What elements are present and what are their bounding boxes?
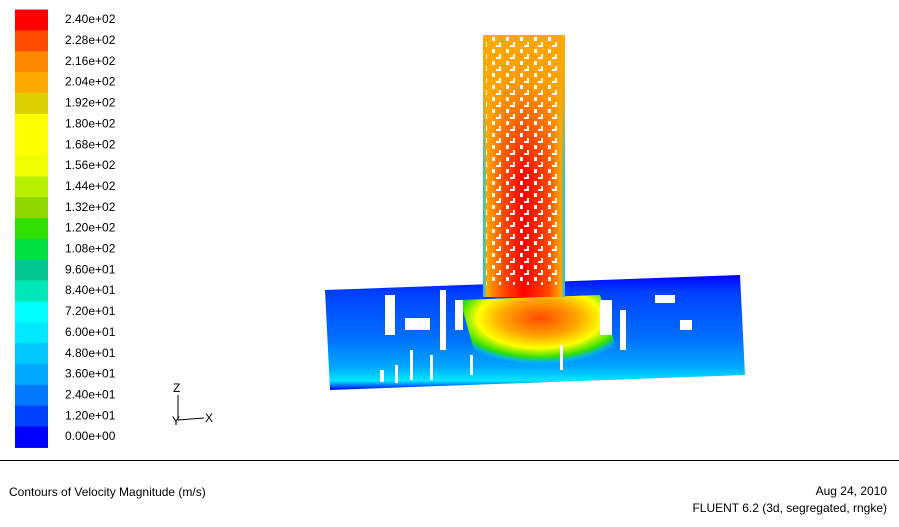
caption-bar: Contours of Velocity Magnitude (m/s) Aug…	[0, 460, 899, 527]
legend-label: 6.00e+01	[65, 325, 116, 339]
legend-swatch	[15, 9, 48, 31]
legend-label: 7.20e+01	[65, 304, 116, 318]
axis-label-x: X	[205, 411, 213, 425]
legend-label: 0.00e+00	[65, 429, 116, 443]
legend-label: 2.04e+02	[65, 75, 116, 89]
legend-swatch	[15, 72, 48, 94]
legend-label: 1.08e+02	[65, 242, 116, 256]
legend-swatch	[15, 92, 48, 115]
legend-label: 1.80e+02	[65, 116, 116, 130]
legend-label: 3.60e+01	[65, 367, 116, 381]
legend-swatch	[15, 238, 48, 261]
axis-label-z: Z	[173, 381, 180, 395]
legend-swatch	[15, 30, 48, 52]
legend-swatch	[15, 176, 48, 198]
legend-swatch	[15, 155, 48, 177]
legend-swatch	[15, 364, 48, 386]
legend-swatch	[15, 51, 48, 73]
legend-label: 2.40e+01	[65, 387, 116, 401]
plot-title: Contours of Velocity Magnitude (m/s)	[9, 485, 206, 499]
legend-swatch	[15, 343, 48, 365]
legend-swatch	[15, 280, 48, 302]
legend-label: 4.80e+01	[65, 346, 116, 360]
legend-label: 2.16e+02	[65, 54, 116, 68]
legend-label: 1.20e+02	[65, 221, 116, 235]
legend-swatch	[15, 218, 48, 240]
legend-swatch	[15, 322, 48, 344]
date: Aug 24, 2010	[815, 484, 887, 498]
legend-swatch	[15, 259, 48, 282]
legend-swatch	[15, 301, 48, 323]
legend-label: 8.40e+01	[65, 283, 116, 297]
legend-label: 9.60e+01	[65, 262, 116, 276]
legend-label: 2.40e+02	[65, 12, 116, 26]
legend-swatch	[15, 384, 48, 407]
legend-label: 1.20e+01	[65, 408, 116, 422]
legend-swatch	[15, 113, 48, 136]
contour-plot	[325, 35, 745, 390]
legend-swatch	[15, 405, 48, 428]
axis-triad: Z Y X	[172, 381, 213, 428]
plot-area: Z Y X 2.40e+02 2.28e+02 2.16e+02 2.04e+02 1.…	[15, 9, 745, 448]
color-legend: 2.40e+02 2.28e+02 2.16e+02 2.04e+02 1.92e+02…	[15, 9, 116, 448]
legend-label: 2.28e+02	[65, 33, 116, 47]
axis-label-y: Y	[172, 414, 180, 428]
legend-label: 1.92e+02	[65, 96, 116, 110]
legend-swatch	[15, 134, 48, 157]
legend-label: 1.44e+02	[65, 179, 116, 193]
legend-label: 1.32e+02	[65, 200, 116, 214]
solver-info: FLUENT 6.2 (3d, segregated, rngke)	[692, 501, 887, 515]
legend-swatch	[15, 426, 48, 448]
legend-label: 1.56e+02	[65, 158, 116, 172]
legend-label: 1.68e+02	[65, 137, 116, 151]
legend-swatch	[15, 197, 48, 219]
